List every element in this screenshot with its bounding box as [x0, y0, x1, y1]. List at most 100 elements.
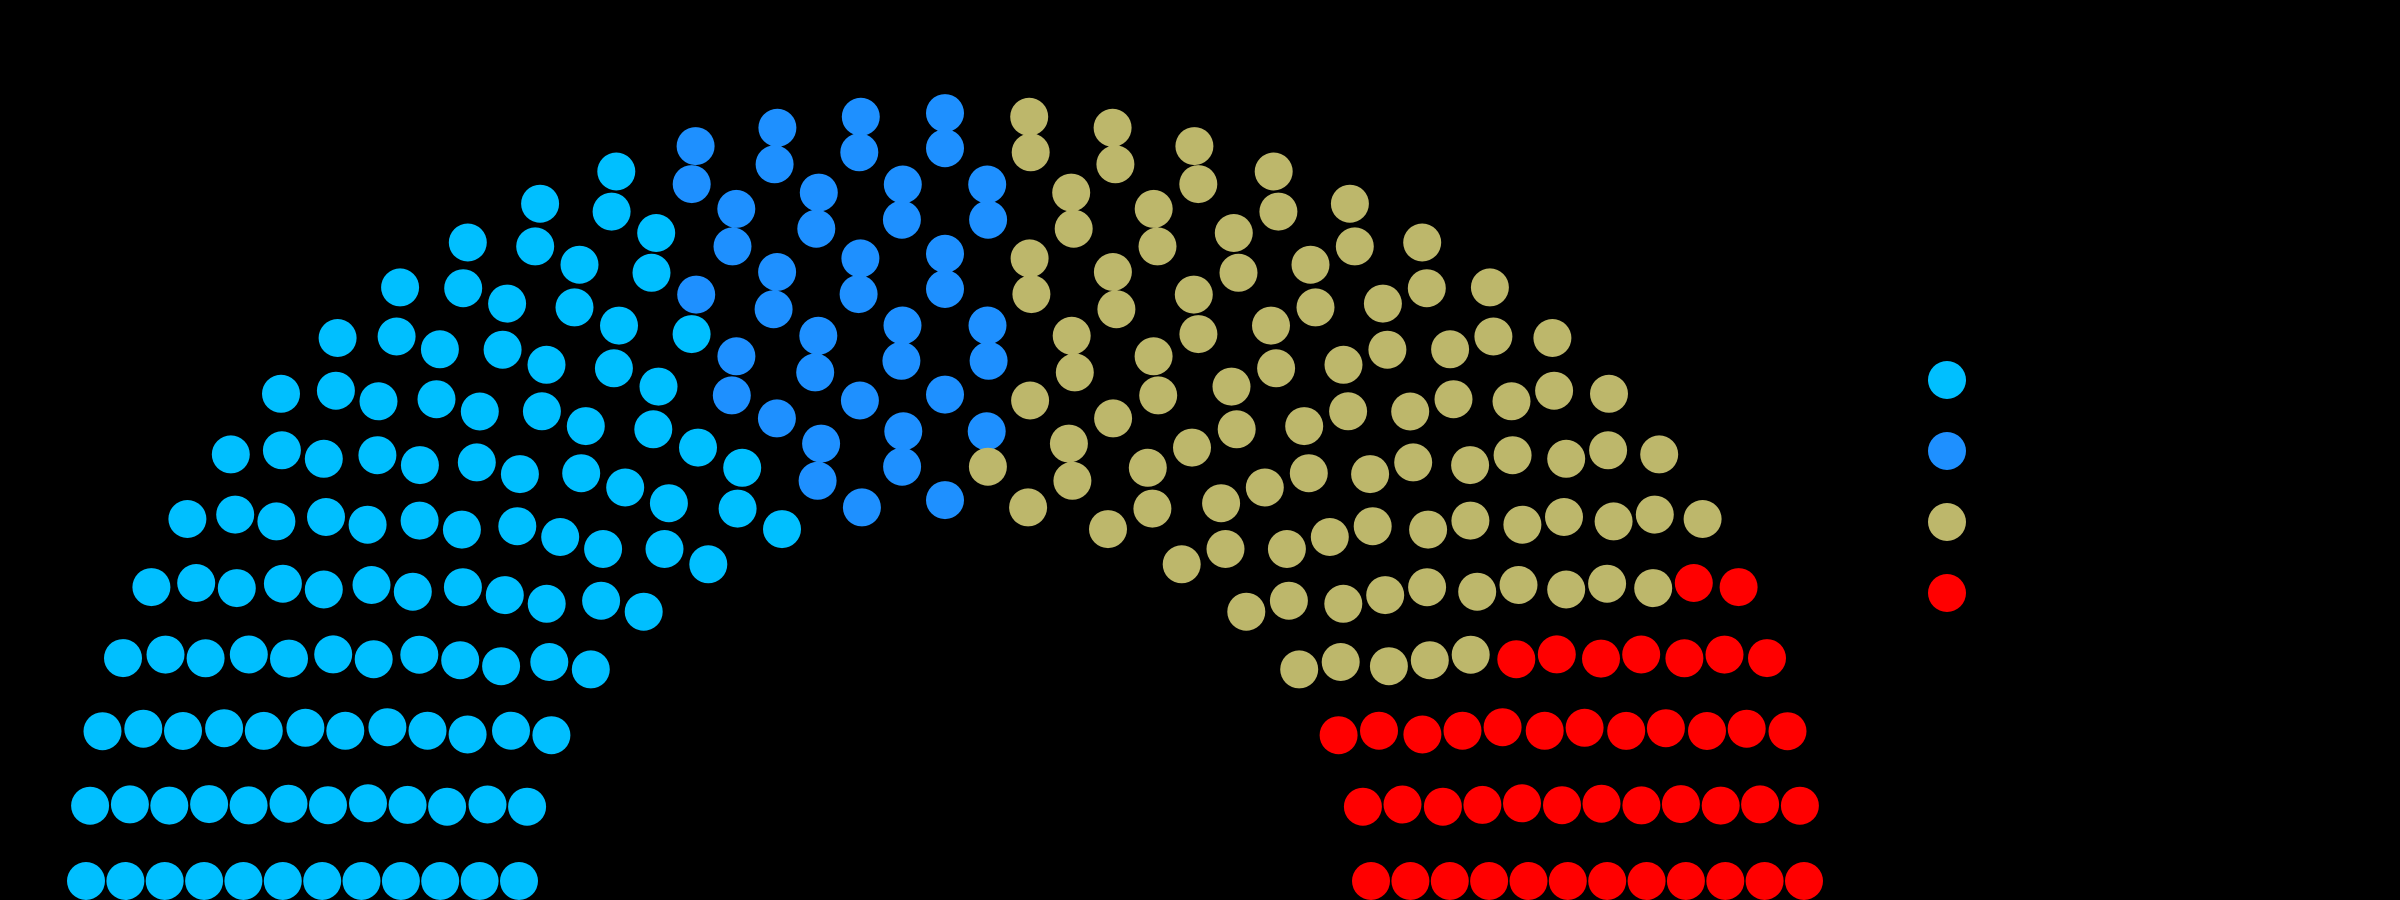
seat-dot — [1701, 786, 1740, 825]
seat-dot — [1533, 319, 1572, 357]
seat-dot — [420, 330, 459, 369]
seat-dot — [1410, 641, 1449, 680]
seat-dot — [639, 367, 678, 406]
seat-dot — [1665, 639, 1704, 678]
seat-dot — [1403, 223, 1442, 262]
seat-dot — [637, 214, 676, 252]
seat-dot — [359, 382, 398, 421]
seat-dot — [672, 315, 711, 354]
seat-dot — [555, 288, 594, 327]
seat-dot — [1214, 214, 1253, 252]
seat-dot — [1590, 374, 1628, 413]
seat-dot — [186, 639, 225, 678]
seat-dot — [755, 145, 794, 184]
seat-dot — [597, 152, 636, 191]
seat-dot — [1391, 862, 1430, 900]
seat-dot — [1335, 227, 1374, 266]
seat-dot — [304, 439, 343, 478]
seat-dot — [968, 447, 1007, 486]
seat-dot — [840, 381, 879, 420]
seat-dot — [562, 454, 601, 493]
seat-dot — [1352, 862, 1390, 900]
seat-dot — [1391, 392, 1430, 431]
seat-dot — [1054, 209, 1093, 248]
seat-dot — [1434, 380, 1473, 419]
seat-dot — [679, 428, 717, 467]
seat-dot — [1463, 785, 1502, 824]
seat-dot — [1330, 184, 1369, 223]
seat-dot — [185, 862, 224, 900]
seat-dot — [521, 184, 560, 223]
seat-dot — [1748, 639, 1786, 678]
seat-dot — [1640, 435, 1679, 474]
seat-dot — [1245, 468, 1284, 507]
seat-dot — [883, 447, 922, 486]
seat-dot — [1423, 787, 1462, 826]
seat-dot — [1547, 570, 1586, 609]
seat-dot — [1589, 431, 1628, 470]
seat-dot — [645, 530, 684, 568]
seat-dot — [1093, 108, 1132, 147]
seat-dot — [1503, 784, 1541, 823]
seat-dot — [104, 639, 142, 678]
seat-dot — [1010, 239, 1049, 278]
seat-dot — [216, 495, 255, 534]
seat-dot — [522, 392, 561, 431]
seat-dot — [1588, 862, 1627, 900]
seat-dot — [1646, 709, 1685, 748]
seat-dot — [1368, 330, 1407, 369]
seat-dot — [967, 412, 1006, 451]
seat-dot — [83, 712, 122, 751]
seat-dot — [498, 507, 537, 546]
legend-swatch-party-cyan — [1928, 361, 1966, 399]
seat-dot — [67, 862, 105, 900]
seat-dot — [1138, 227, 1177, 266]
seat-dot — [926, 375, 964, 414]
seat-dot — [1745, 862, 1784, 900]
seat-dot — [1548, 862, 1587, 900]
seat-dot — [840, 133, 879, 172]
seat-dot — [1635, 495, 1674, 534]
seat-dot — [624, 592, 663, 631]
seat-dot — [444, 269, 483, 308]
seat-dot — [1607, 711, 1646, 750]
seat-dot — [1351, 455, 1390, 494]
seat-dot — [1134, 337, 1173, 376]
seat-dot — [926, 94, 964, 133]
seat-dot — [145, 862, 184, 900]
seat-dot — [150, 786, 189, 825]
seat-dot — [560, 245, 599, 284]
seat-dot — [802, 424, 841, 463]
seat-dot — [1537, 635, 1576, 674]
seat-dot — [798, 461, 837, 500]
seat-dot — [1470, 862, 1509, 900]
seat-dot — [1227, 592, 1266, 631]
seat-dot — [381, 268, 420, 307]
seat-dot — [1443, 711, 1482, 750]
seat-dot — [1324, 584, 1363, 623]
seat-dot — [712, 376, 751, 415]
seat-dot — [1565, 708, 1604, 747]
seat-dot — [1666, 862, 1705, 900]
seat-dot — [304, 570, 343, 609]
seat-dot — [448, 715, 487, 754]
seat-dot — [309, 786, 347, 825]
seat-dot — [532, 716, 571, 755]
seat-dot — [1259, 192, 1298, 231]
seat-dot — [1296, 288, 1335, 327]
seat-dot — [1741, 785, 1780, 824]
seat-dot — [1483, 708, 1522, 747]
seat-dot — [884, 412, 923, 451]
seat-dot — [400, 446, 439, 485]
seat-dot — [968, 165, 1007, 204]
seat-dot — [1451, 446, 1490, 485]
seat-dot — [1493, 436, 1532, 475]
seat-dot — [566, 407, 605, 446]
seat-dot — [1492, 382, 1531, 421]
seat-dot — [1049, 424, 1088, 463]
seat-dot — [841, 239, 880, 278]
seat-dot — [594, 349, 633, 388]
seat-dot — [1383, 785, 1422, 824]
seat-dot — [632, 253, 671, 292]
seat-dot — [541, 518, 580, 556]
